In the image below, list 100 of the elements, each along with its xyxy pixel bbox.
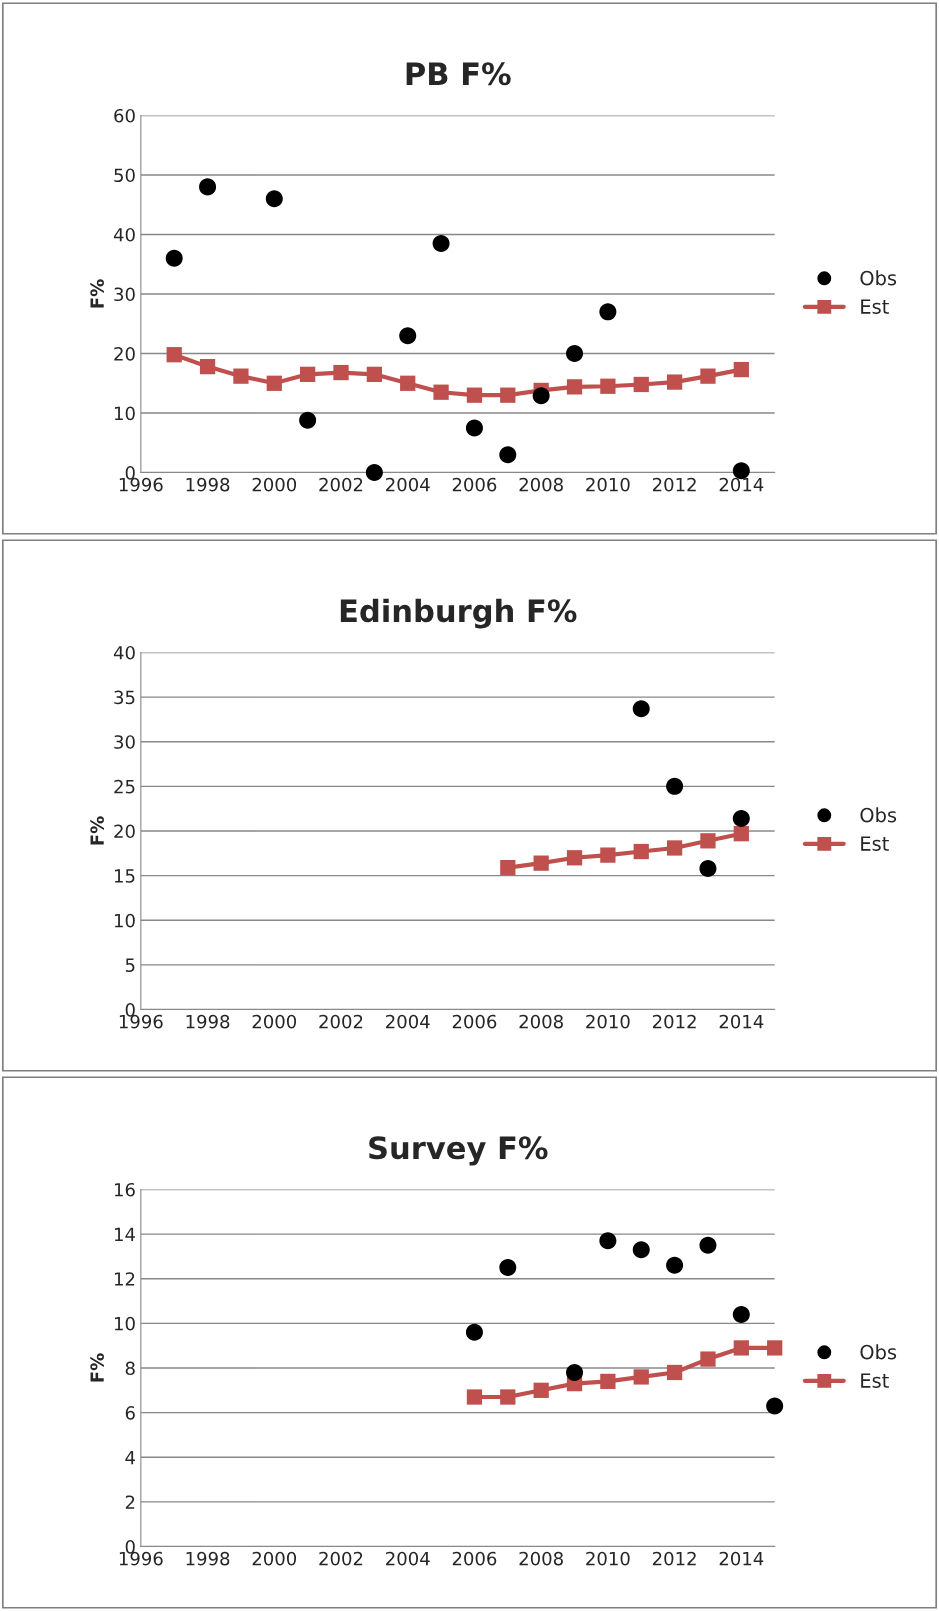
point bbox=[432, 234, 450, 252]
legend-label: Obs bbox=[860, 807, 897, 823]
x-tick-label: 2012 bbox=[652, 477, 696, 492]
point bbox=[600, 847, 616, 863]
point bbox=[400, 375, 416, 391]
x-tick-label: 2008 bbox=[519, 477, 563, 492]
y-tick-label: 10 bbox=[115, 1316, 135, 1331]
legend-label: Est bbox=[861, 836, 889, 851]
y-tick-label: 35 bbox=[114, 690, 135, 705]
point bbox=[600, 378, 616, 394]
x-tick-label: 2012 bbox=[652, 1551, 696, 1566]
y-tick-label: 8 bbox=[125, 1361, 135, 1376]
x-tick-label: 2000 bbox=[252, 1551, 297, 1566]
y-tick-label: 2 bbox=[125, 1495, 135, 1509]
point bbox=[666, 374, 683, 390]
point bbox=[666, 777, 684, 795]
point bbox=[333, 364, 349, 381]
y-tick-label: 40 bbox=[113, 645, 135, 660]
point bbox=[699, 1236, 717, 1254]
point bbox=[666, 1256, 684, 1274]
x-tick-label: 2000 bbox=[252, 477, 297, 492]
point bbox=[733, 1340, 749, 1356]
y-tick-label: 10 bbox=[115, 406, 135, 421]
point bbox=[500, 1389, 516, 1405]
point bbox=[566, 850, 583, 866]
point bbox=[499, 1259, 517, 1277]
point bbox=[566, 379, 583, 395]
y-tick-label: 30 bbox=[114, 287, 135, 302]
y-tick-label: 15 bbox=[115, 869, 135, 883]
x-tick-label: 2002 bbox=[319, 477, 363, 492]
point bbox=[700, 368, 716, 384]
x-tick-label: 2006 bbox=[452, 477, 497, 492]
point bbox=[632, 700, 650, 718]
x-tick-label: 2002 bbox=[319, 1551, 363, 1566]
point bbox=[600, 1373, 616, 1390]
x-tick-label: 2004 bbox=[386, 1014, 430, 1029]
point bbox=[700, 1351, 716, 1367]
point bbox=[366, 366, 382, 382]
point bbox=[532, 387, 550, 405]
x-tick-label: 2010 bbox=[586, 477, 630, 492]
point bbox=[732, 1305, 750, 1323]
point bbox=[633, 376, 649, 393]
point bbox=[465, 1323, 483, 1341]
x-tick-label: 2008 bbox=[519, 1014, 563, 1029]
x-tick-label: 1998 bbox=[186, 1014, 230, 1029]
point bbox=[265, 190, 283, 208]
point bbox=[599, 303, 617, 321]
legend-label: Est bbox=[861, 299, 889, 314]
x-tick-label: 1998 bbox=[186, 477, 230, 492]
x-tick-label: 2006 bbox=[452, 1014, 497, 1029]
x-tick-label: 2014 bbox=[719, 1014, 764, 1029]
chart-title: Survey F% bbox=[369, 1136, 548, 1166]
point bbox=[399, 327, 417, 345]
point bbox=[199, 358, 216, 375]
point bbox=[733, 361, 749, 378]
point bbox=[633, 843, 649, 860]
chart-title: PB F% bbox=[406, 62, 511, 86]
x-tick-label: 2010 bbox=[586, 1014, 630, 1029]
point bbox=[266, 375, 282, 391]
point bbox=[466, 387, 483, 403]
legend-label: Obs bbox=[860, 1344, 897, 1360]
x-tick-label: 2004 bbox=[386, 477, 430, 492]
y-tick-label: 10 bbox=[115, 913, 135, 928]
point bbox=[566, 1363, 584, 1381]
y-axis-title: F% bbox=[90, 816, 104, 845]
x-tick-label: 2014 bbox=[719, 477, 764, 492]
point bbox=[465, 419, 483, 437]
y-tick-label: 6 bbox=[125, 1406, 135, 1420]
point bbox=[666, 1364, 683, 1381]
point bbox=[632, 1241, 650, 1259]
x-tick-label: 2008 bbox=[519, 1551, 563, 1566]
point bbox=[767, 1340, 783, 1356]
point bbox=[299, 411, 317, 429]
point bbox=[566, 345, 584, 363]
y-tick-label: 50 bbox=[114, 168, 135, 183]
y-tick-label: 20 bbox=[114, 346, 135, 361]
y-tick-label: 40 bbox=[113, 227, 135, 242]
x-tick-label: 2006 bbox=[452, 1551, 497, 1566]
point bbox=[500, 859, 516, 876]
point bbox=[699, 860, 717, 878]
point bbox=[666, 840, 683, 856]
legend-label: Est bbox=[861, 1373, 889, 1388]
x-tick-label: 2012 bbox=[652, 1014, 696, 1029]
point bbox=[599, 1232, 617, 1250]
point bbox=[466, 1389, 483, 1405]
point bbox=[499, 446, 517, 464]
point bbox=[500, 387, 516, 403]
x-tick-label: 1998 bbox=[186, 1551, 230, 1566]
y-tick-label: 20 bbox=[114, 824, 135, 839]
point bbox=[633, 1369, 649, 1385]
point bbox=[433, 384, 449, 400]
point bbox=[733, 826, 749, 842]
y-tick-label: 14 bbox=[115, 1227, 135, 1241]
point bbox=[199, 178, 217, 196]
point bbox=[365, 464, 383, 482]
y-tick-label: 25 bbox=[114, 779, 135, 794]
point bbox=[533, 855, 549, 871]
point bbox=[233, 368, 249, 384]
legend-label: Obs bbox=[860, 270, 897, 286]
x-tick-label: 2010 bbox=[586, 1551, 630, 1566]
